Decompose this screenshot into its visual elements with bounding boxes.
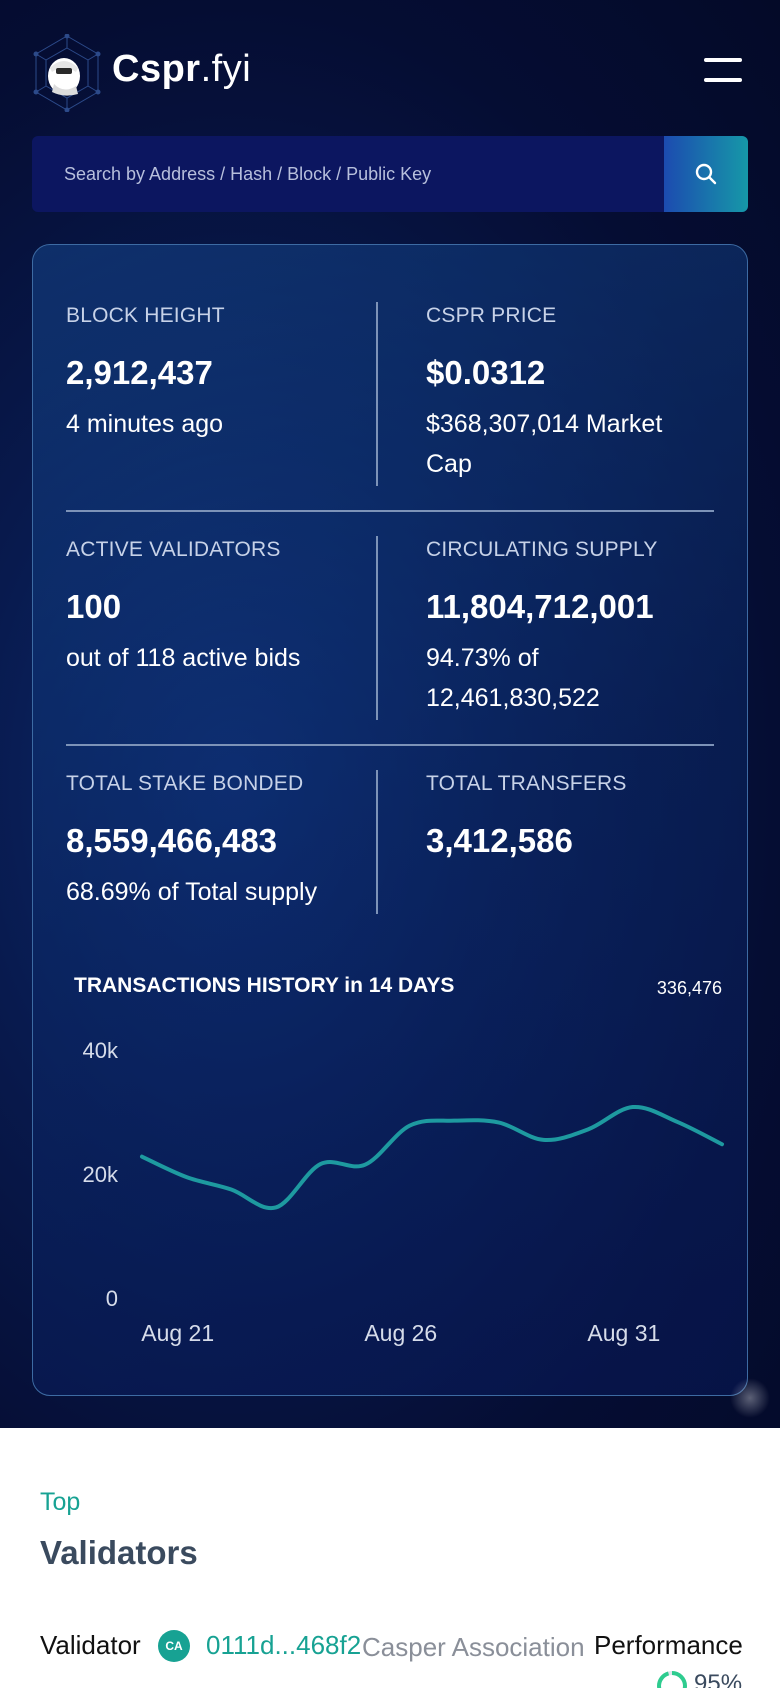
search-bar [32,136,748,212]
stat-total-transfers: TOTAL TRANSFERS 3,412,586 [426,772,706,860]
stat-sub: out of 118 active bids [66,644,301,672]
brand-bold: Cspr [112,48,201,90]
divider [376,302,378,486]
stat-sub: $368,307,014 Market Cap [426,410,663,478]
brand-name[interactable]: Cspr.fyi [112,48,251,91]
stat-value: 11,804,712,001 [426,588,654,625]
stats-card [32,244,748,1396]
hamburger-icon [704,58,742,62]
divider [376,770,378,914]
performance-ring-icon [657,1671,687,1688]
stat-sub: 4 minutes ago [66,410,224,438]
section-title: Validators [40,1534,198,1571]
stat-sub: 68.69% of Total supply [66,878,318,906]
y-tick-label: 20k [83,1162,119,1187]
stat-label: CSPR PRICE [426,304,557,327]
x-tick-label: Aug 21 [141,1320,214,1346]
stat-value[interactable]: 3,412,586 [426,822,573,859]
divider [376,536,378,720]
search-input[interactable] [32,136,664,212]
performance-column-label: Performance [594,1630,743,1660]
y-tick-label: 40k [83,1038,119,1063]
search-icon [695,163,717,185]
brand-light: .fyi [200,48,252,90]
x-tick-label: Aug 26 [364,1320,437,1346]
stat-value: $0.0312 [426,354,546,391]
series-line[interactable] [140,1105,724,1211]
validator-avatar: CA [158,1630,190,1662]
transactions-chart[interactable]: 0 20k 40k Aug 21 Aug 26 Aug 31 [0,0,780,1428]
hero-section: Cspr.fyi BLOCK HEIGHT 2,912,437 4 minute… [0,0,780,1428]
stat-value: 8,559,466,483 [66,822,278,859]
casper-logo-icon[interactable] [32,34,102,112]
hamburger-icon [704,78,742,82]
validator-row[interactable]: Validator CA 0111d...468f2 Casper Associ… [40,1630,760,1670]
stat-total-stake-bonded: TOTAL STAKE BONDED 8,559,466,483 68.69% … [66,772,366,912]
stat-circulating-supply: CIRCULATING SUPPLY 11,804,712,001 94.73%… [426,538,686,718]
divider [66,744,714,746]
stat-value[interactable]: 100 [66,588,122,625]
y-tick-label: 0 [106,1286,118,1311]
stat-cspr-price: CSPR PRICE $0.0312 $368,307,014 Market C… [426,304,706,484]
stat-sub: 94.73% of 12,461,830,522 [426,644,600,712]
stat-label: TOTAL STAKE BONDED [66,772,304,795]
stat-label: BLOCK HEIGHT [66,304,225,327]
menu-button[interactable] [704,58,742,84]
stat-label: TOTAL TRANSFERS [426,772,627,795]
x-tick-label: Aug 31 [587,1320,660,1346]
stat-block-height: BLOCK HEIGHT 2,912,437 4 minutes ago [66,304,366,444]
chart-title: TRANSACTIONS HISTORY in 14 DAYS [74,974,455,997]
stat-value[interactable]: 2,912,437 [66,354,213,391]
stat-label: ACTIVE VALIDATORS [66,538,281,561]
validator-column-label: Validator [40,1630,141,1660]
performance-value: 95% [694,1670,743,1688]
search-button[interactable] [664,136,748,212]
divider [66,510,714,512]
section-eyebrow: Top [40,1488,81,1516]
chart-total: 336,476 [656,978,722,998]
validator-hash-link[interactable]: 0111d...468f2 [206,1630,362,1660]
stat-label: CIRCULATING SUPPLY [426,538,658,561]
validator-name: Casper Association [362,1632,585,1662]
stat-active-validators: ACTIVE VALIDATORS 100 out of 118 active … [66,538,366,678]
performance-ring-fill [657,1671,687,1688]
